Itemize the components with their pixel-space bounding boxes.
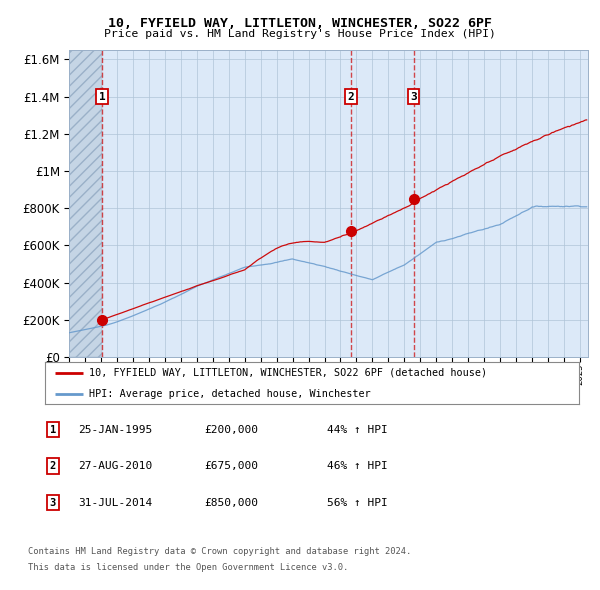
Text: £675,000: £675,000 — [204, 461, 258, 471]
Text: 46% ↑ HPI: 46% ↑ HPI — [327, 461, 388, 471]
Text: 27-AUG-2010: 27-AUG-2010 — [78, 461, 152, 471]
Text: 1: 1 — [50, 425, 56, 434]
Text: HPI: Average price, detached house, Winchester: HPI: Average price, detached house, Winc… — [89, 389, 371, 399]
Text: This data is licensed under the Open Government Licence v3.0.: This data is licensed under the Open Gov… — [28, 563, 349, 572]
Text: 56% ↑ HPI: 56% ↑ HPI — [327, 498, 388, 507]
Text: 10, FYFIELD WAY, LITTLETON, WINCHESTER, SO22 6PF (detached house): 10, FYFIELD WAY, LITTLETON, WINCHESTER, … — [89, 368, 487, 378]
Text: 25-JAN-1995: 25-JAN-1995 — [78, 425, 152, 434]
Text: 2: 2 — [50, 461, 56, 471]
Text: Contains HM Land Registry data © Crown copyright and database right 2024.: Contains HM Land Registry data © Crown c… — [28, 547, 412, 556]
Text: 3: 3 — [410, 91, 417, 101]
Text: 44% ↑ HPI: 44% ↑ HPI — [327, 425, 388, 434]
Text: 31-JUL-2014: 31-JUL-2014 — [78, 498, 152, 507]
Text: 2: 2 — [347, 91, 354, 101]
Text: 3: 3 — [50, 498, 56, 507]
Text: 1: 1 — [98, 91, 106, 101]
Text: £850,000: £850,000 — [204, 498, 258, 507]
Bar — [69, 50, 102, 357]
Text: £200,000: £200,000 — [204, 425, 258, 434]
Text: Price paid vs. HM Land Registry's House Price Index (HPI): Price paid vs. HM Land Registry's House … — [104, 29, 496, 39]
Text: 10, FYFIELD WAY, LITTLETON, WINCHESTER, SO22 6PF: 10, FYFIELD WAY, LITTLETON, WINCHESTER, … — [108, 17, 492, 30]
